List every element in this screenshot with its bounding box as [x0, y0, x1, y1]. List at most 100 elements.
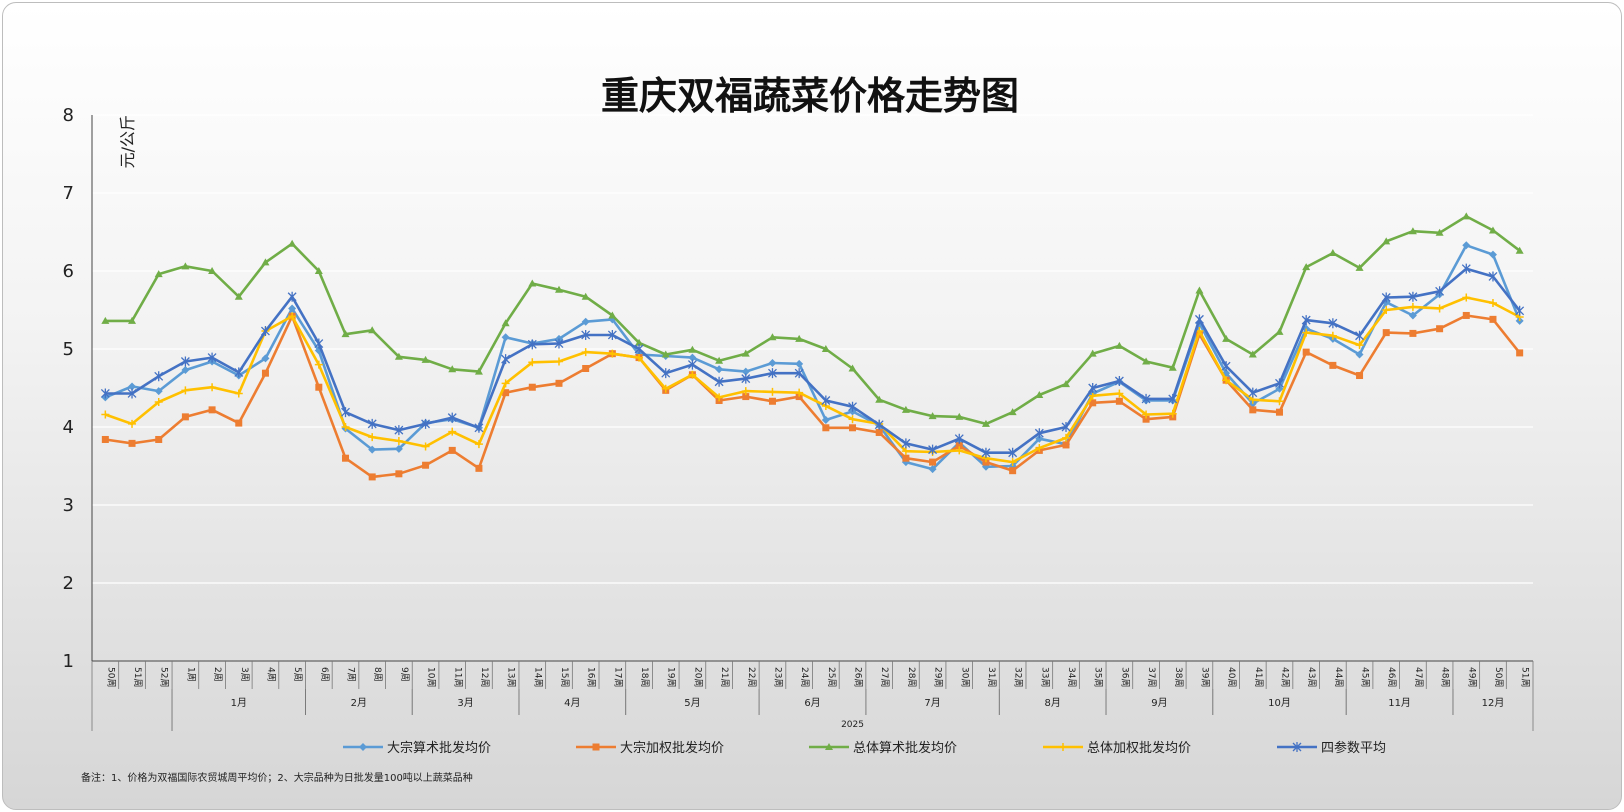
x-tick-label: 7周	[346, 667, 357, 682]
data-point	[101, 435, 109, 443]
line-chart: 重庆双福蔬菜价格走势图 元/公斤 1 2 3 4 5 6 7 8 50周 51周 52周 1周 2周 3…	[63, 74, 1534, 784]
data-point	[661, 350, 670, 358]
data-point	[1248, 387, 1258, 398]
data-point	[635, 338, 644, 346]
data-point	[1168, 393, 1178, 404]
data-point	[715, 356, 724, 364]
data-point	[1488, 298, 1497, 307]
data-point	[359, 743, 367, 751]
legend-label: 四参数平均	[1321, 740, 1386, 756]
data-point	[928, 444, 938, 455]
data-point	[208, 406, 216, 414]
x-tick-label: 48周	[1440, 667, 1451, 687]
x-tick-label: 50周	[105, 667, 116, 687]
data-point	[821, 415, 830, 424]
data-point	[1356, 372, 1364, 380]
data-point	[954, 433, 964, 444]
data-point	[474, 440, 483, 449]
data-point	[1114, 375, 1124, 386]
data-point	[1462, 212, 1471, 220]
data-point	[234, 389, 243, 398]
data-point	[341, 407, 350, 418]
data-point	[315, 383, 323, 391]
data-point	[1168, 409, 1177, 418]
x-tick-label: 20周	[692, 667, 703, 687]
data-point	[128, 382, 137, 391]
data-point	[155, 435, 163, 443]
x-tick-label: 12周	[479, 667, 490, 687]
series-line	[105, 314, 1521, 479]
data-point	[741, 367, 750, 376]
data-point	[1409, 329, 1417, 337]
data-point	[582, 365, 590, 372]
data-point	[825, 743, 833, 750]
data-point	[955, 442, 963, 450]
data-point	[901, 447, 910, 456]
data-point	[395, 470, 403, 478]
data-point	[928, 412, 937, 420]
data-point	[448, 446, 456, 454]
x-tick-label: 10周	[426, 667, 437, 687]
data-point	[1355, 330, 1365, 341]
x-tick-label: 26周	[853, 667, 864, 687]
y-tick-label: 5	[63, 339, 74, 360]
data-point	[528, 279, 537, 287]
data-point	[687, 359, 697, 370]
data-point	[661, 368, 671, 379]
data-point	[501, 319, 510, 327]
data-point	[1035, 444, 1044, 453]
data-point	[234, 292, 243, 300]
data-point	[1062, 441, 1070, 449]
data-point	[715, 393, 724, 402]
data-point	[554, 338, 564, 349]
data-point	[208, 383, 217, 392]
data-point	[1009, 467, 1017, 475]
x-tick-label: 24周	[799, 667, 810, 687]
data-point	[1488, 226, 1497, 234]
data-point	[1355, 263, 1364, 271]
legend-label: 总体加权批发均价	[1087, 740, 1191, 756]
data-point	[1275, 327, 1284, 335]
x-tick-label: 31周	[986, 667, 997, 687]
x-tick-label: 27周	[879, 667, 890, 687]
series-group	[101, 293, 1524, 467]
data-point	[1008, 458, 1017, 467]
data-point	[635, 353, 644, 362]
x-tick-label: 38周	[1173, 667, 1184, 687]
data-point	[127, 388, 137, 399]
data-point	[1248, 350, 1257, 358]
x-tick-label: 17周	[612, 667, 623, 687]
x-tick-label: 35周	[1093, 667, 1104, 687]
data-point	[1488, 271, 1498, 282]
data-point	[581, 348, 590, 357]
data-point	[235, 419, 243, 427]
data-point	[1302, 263, 1311, 271]
x-tick-label: 34周	[1066, 667, 1077, 687]
x-tick-label: 51周	[132, 667, 143, 687]
x-tick-label: 45周	[1360, 667, 1371, 687]
data-point	[1222, 334, 1231, 342]
y-tick-label: 2	[63, 573, 74, 594]
data-point	[928, 465, 937, 474]
x-tick-label: 30周	[959, 667, 970, 687]
data-point	[795, 334, 804, 342]
x-tick-label: 19周	[666, 667, 677, 687]
month-label: 4月	[564, 697, 580, 709]
month-label: 1月	[231, 697, 247, 709]
x-tick-label: 37周	[1146, 667, 1157, 687]
data-point	[1435, 304, 1444, 313]
data-point	[260, 326, 270, 337]
month-label: 9月	[1151, 697, 1167, 709]
data-point	[821, 395, 831, 406]
data-point	[341, 423, 350, 431]
x-tick-label: 52周	[159, 667, 170, 687]
data-point	[342, 454, 350, 462]
footnote: 备注：1、价格为双福国际农贸城周平均价；2、大宗品种为日批发量100吨以上蔬菜品…	[81, 771, 473, 784]
data-point	[1088, 391, 1097, 400]
data-point	[314, 267, 323, 274]
data-point	[421, 442, 430, 451]
data-point	[394, 425, 404, 436]
data-point	[901, 438, 911, 449]
data-point	[795, 359, 804, 368]
data-point	[688, 353, 697, 362]
